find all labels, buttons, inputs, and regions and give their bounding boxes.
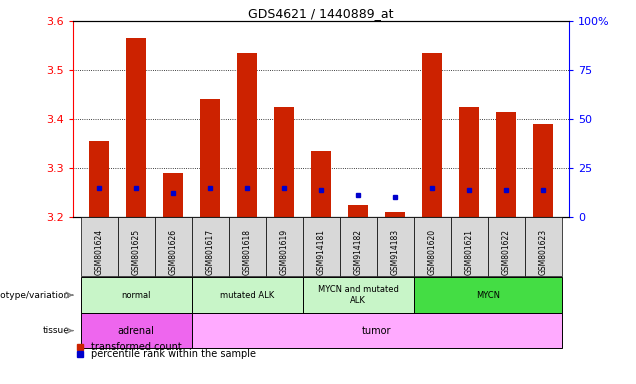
Bar bbox=[348, 205, 368, 217]
Bar bbox=[488, 217, 525, 276]
Bar bbox=[228, 217, 266, 276]
Bar bbox=[191, 277, 303, 313]
Bar bbox=[191, 313, 562, 348]
Bar bbox=[81, 313, 191, 348]
Text: GSM801624: GSM801624 bbox=[95, 229, 104, 275]
Text: normal: normal bbox=[121, 291, 151, 300]
Bar bbox=[414, 217, 451, 276]
Bar bbox=[266, 217, 303, 276]
Bar bbox=[533, 124, 553, 217]
Text: GSM801622: GSM801622 bbox=[502, 229, 511, 275]
Bar bbox=[451, 217, 488, 276]
Text: GSM801625: GSM801625 bbox=[132, 229, 141, 275]
Bar bbox=[81, 217, 118, 276]
Text: percentile rank within the sample: percentile rank within the sample bbox=[91, 349, 256, 359]
Text: GSM801626: GSM801626 bbox=[169, 229, 177, 275]
Bar bbox=[459, 107, 480, 217]
Text: genotype/variation: genotype/variation bbox=[0, 291, 70, 300]
Text: GSM801620: GSM801620 bbox=[428, 229, 437, 275]
Text: GSM914183: GSM914183 bbox=[391, 229, 399, 275]
Bar bbox=[274, 107, 294, 217]
Bar bbox=[118, 217, 155, 276]
Bar bbox=[422, 53, 443, 217]
Text: GSM914181: GSM914181 bbox=[317, 229, 326, 275]
Bar bbox=[191, 217, 228, 276]
Text: GSM801619: GSM801619 bbox=[280, 229, 289, 275]
Text: GSM801617: GSM801617 bbox=[205, 229, 214, 275]
Bar bbox=[377, 217, 414, 276]
Text: GSM801623: GSM801623 bbox=[539, 229, 548, 275]
Bar bbox=[303, 217, 340, 276]
Text: MYCN and mutated
ALK: MYCN and mutated ALK bbox=[318, 285, 399, 305]
Bar bbox=[385, 212, 405, 217]
Text: tissue: tissue bbox=[43, 326, 70, 335]
Bar bbox=[311, 151, 331, 217]
Title: GDS4621 / 1440889_at: GDS4621 / 1440889_at bbox=[249, 7, 394, 20]
Bar bbox=[200, 99, 220, 217]
Bar bbox=[340, 217, 377, 276]
Text: GSM801618: GSM801618 bbox=[243, 229, 252, 275]
Bar bbox=[525, 217, 562, 276]
Text: adrenal: adrenal bbox=[118, 326, 155, 336]
Text: mutated ALK: mutated ALK bbox=[220, 291, 274, 300]
Bar bbox=[155, 217, 191, 276]
Text: transformed count: transformed count bbox=[91, 342, 182, 352]
Bar bbox=[163, 173, 183, 217]
Text: MYCN: MYCN bbox=[476, 291, 500, 300]
Bar bbox=[496, 112, 516, 217]
Bar bbox=[81, 277, 191, 313]
Text: GSM801621: GSM801621 bbox=[465, 229, 474, 275]
Bar bbox=[126, 38, 146, 217]
Bar bbox=[89, 141, 109, 217]
Bar bbox=[303, 277, 414, 313]
Text: tumor: tumor bbox=[362, 326, 392, 336]
Bar bbox=[237, 53, 258, 217]
Bar bbox=[414, 277, 562, 313]
Text: GSM914182: GSM914182 bbox=[354, 229, 363, 275]
